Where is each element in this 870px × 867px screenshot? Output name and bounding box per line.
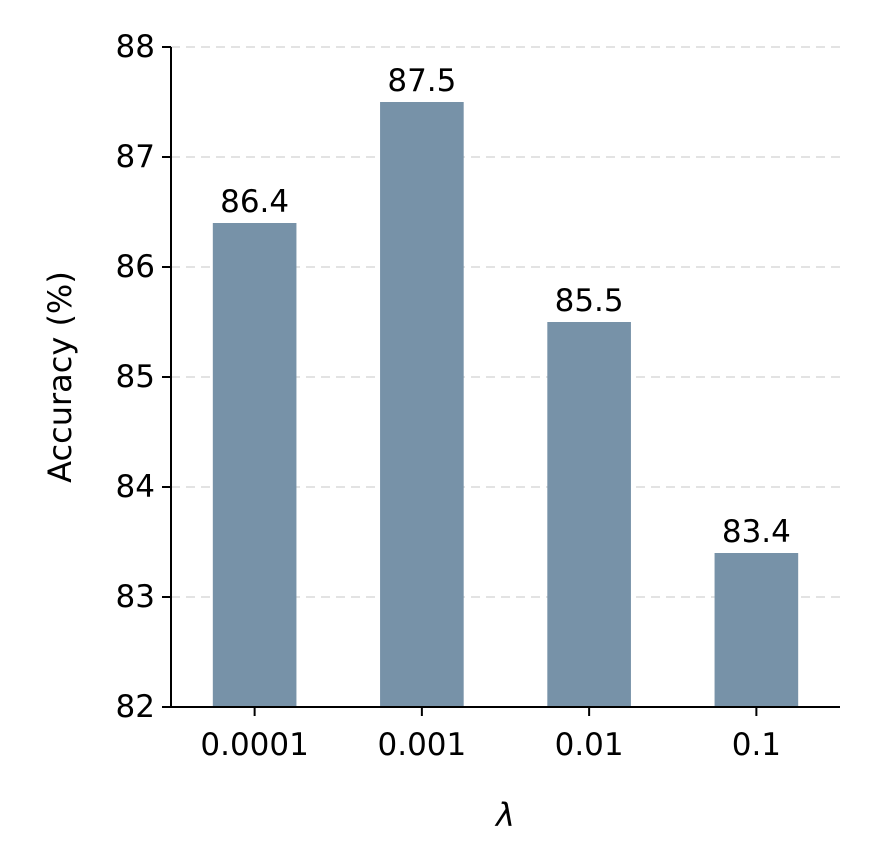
- data-label: 85.5: [555, 283, 624, 319]
- x-axis-label: λ: [494, 796, 515, 834]
- x-ticks: 0.0001 0.001 0.01 0.1: [200, 707, 781, 763]
- y-tick-label: 85: [116, 359, 155, 395]
- x-tick-label: 0.01: [555, 727, 624, 763]
- bar-0.1: [714, 553, 799, 707]
- x-tick-label: 0.001: [378, 727, 467, 763]
- data-labels: 86.4 87.5 85.5 83.4: [220, 63, 791, 550]
- y-tick-label: 87: [116, 139, 155, 175]
- y-tick-label: 86: [116, 249, 155, 285]
- y-axis-label: Accuracy (%): [41, 271, 79, 483]
- data-label: 87.5: [387, 63, 456, 99]
- y-tick-label: 88: [116, 29, 155, 65]
- bars: [212, 102, 799, 707]
- y-tick-label: 82: [116, 689, 155, 725]
- y-ticks: 82 83 84 85 86 87 88: [116, 29, 171, 725]
- y-tick-label: 83: [116, 579, 155, 615]
- x-tick-label: 0.1: [732, 727, 781, 763]
- x-tick-label: 0.0001: [200, 727, 308, 763]
- bar-0.0001: [212, 223, 297, 707]
- y-tick-label: 84: [116, 469, 155, 505]
- data-label: 86.4: [220, 184, 289, 220]
- data-label: 83.4: [722, 514, 791, 550]
- bar-0.01: [547, 322, 631, 707]
- bar-0.001: [380, 102, 464, 707]
